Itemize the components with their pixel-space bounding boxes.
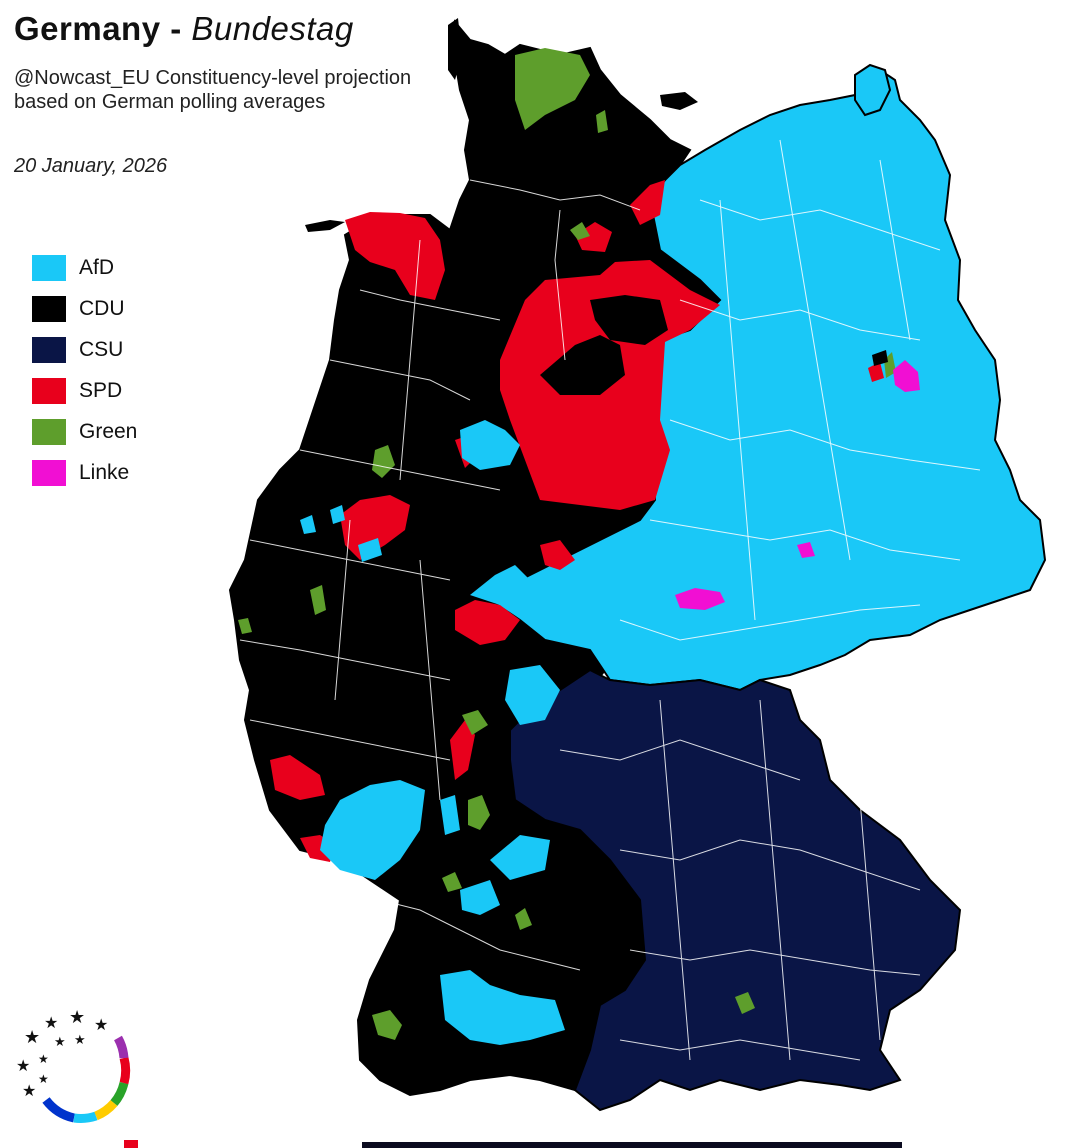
region-spd-berlin	[868, 362, 884, 382]
svg-text:★: ★	[24, 1027, 40, 1048]
legend-item-afd: AfD	[32, 247, 137, 288]
region-cdu-frisian-islands	[305, 220, 345, 232]
svg-text:★: ★	[44, 1013, 58, 1032]
map-title: Germany - Bundestag	[14, 10, 354, 48]
region-spd-east-frisia	[345, 212, 445, 300]
region-linke-berlin	[893, 360, 920, 392]
legend-swatch-cdu	[32, 295, 66, 322]
region-afd-stuttgart-n	[460, 880, 500, 915]
region-afd-ruhr-b	[330, 505, 345, 524]
region-afd-karlsruhe	[440, 795, 460, 835]
legend-label-linke: Linke	[79, 460, 130, 484]
legend-label-csu: CSU	[79, 337, 124, 361]
legend-label-cdu: CDU	[79, 296, 125, 320]
legend-item-csu: CSU	[32, 329, 137, 370]
legend-item-cdu: CDU	[32, 288, 137, 329]
region-cdu-berlin	[872, 350, 888, 366]
svg-text:★: ★	[94, 1015, 108, 1034]
region-green-munich	[735, 992, 755, 1014]
svg-text:★: ★	[54, 1035, 66, 1050]
region-green-freiburg	[372, 1010, 402, 1040]
title-main: Germany	[14, 10, 161, 47]
map-subtitle: @Nowcast_EU Constituency-level projectio…	[14, 67, 412, 113]
region-afd-hesse-north	[470, 565, 530, 605]
region-spd-saar	[270, 755, 325, 800]
legend-swatch-spd	[32, 377, 66, 404]
region-green-aachen	[238, 618, 252, 634]
eu-stars-ring-icon: ★ ★ ★ ★ ★ ★ ★ ★ ★ ★	[16, 1007, 131, 1123]
svg-text:★: ★	[22, 1081, 36, 1100]
region-green-muenster	[372, 445, 395, 478]
region-cdu-sylt	[448, 18, 462, 80]
region-spd-rhine	[450, 720, 475, 780]
region-spd-erfurt-w	[540, 540, 575, 570]
region-afd-fulda	[505, 665, 560, 725]
nowcast-logo: ★ ★ ★ ★ ★ ★ ★ ★ ★ ★	[14, 1007, 144, 1133]
title-separator: -	[160, 10, 192, 47]
legend: AfD CDU CSU SPD Green Linke	[32, 247, 137, 493]
legend-swatch-csu	[32, 336, 66, 363]
title-sub: Bundestag	[191, 10, 354, 47]
legend-swatch-afd	[32, 254, 66, 281]
region-cdu-north-lower-saxony	[590, 295, 668, 345]
region-spd-kassel	[455, 600, 520, 645]
legend-item-linke: Linke	[32, 452, 137, 493]
region-green-hamburg	[570, 222, 590, 240]
region-linke-halle	[797, 542, 815, 558]
region-afd-ruhr-c	[358, 538, 382, 562]
legend-label-spd: SPD	[79, 378, 123, 402]
region-spd-lubeck	[630, 180, 665, 225]
legend-item-green: Green	[32, 411, 137, 452]
legend-swatch-green	[32, 418, 66, 445]
region-afd-bielefeld	[460, 420, 520, 470]
svg-text:★: ★	[38, 1072, 49, 1086]
region-green-karlsruhe	[442, 872, 462, 892]
svg-text:★: ★	[38, 1052, 49, 1066]
region-afd-palatinate	[320, 780, 425, 880]
constituency-borders	[239, 139, 981, 1061]
svg-text:★: ★	[16, 1056, 30, 1075]
svg-text:★: ★	[74, 1033, 86, 1048]
region-afd-ruegen	[854, 63, 892, 117]
stars-icon: ★ ★ ★ ★ ★ ★ ★ ★ ★ ★	[16, 1007, 108, 1100]
region-linke-leipzig	[675, 588, 725, 610]
svg-text:★: ★	[69, 1008, 85, 1028]
legend-label-green: Green	[79, 419, 138, 443]
region-spd-ruhr	[340, 495, 410, 560]
footer-mark	[124, 1140, 138, 1148]
legend-label-afd: AfD	[79, 255, 115, 279]
region-green-stuttgart	[515, 908, 532, 930]
region-cdu-harz	[540, 335, 625, 395]
region-green-heidelberg	[468, 795, 490, 830]
map-date: 20 January, 2026	[14, 155, 168, 177]
footer-bar	[362, 1142, 902, 1148]
region-afd-heilbronn	[490, 835, 550, 880]
region-cdu-fehmarn	[660, 92, 698, 110]
region-afd-ruhr-a	[300, 515, 316, 534]
region-green-kiel	[596, 110, 608, 133]
legend-item-spd: SPD	[32, 370, 137, 411]
region-green-cologne	[310, 585, 326, 615]
legend-swatch-linke	[32, 459, 66, 486]
region-green-flensburg	[515, 48, 590, 130]
region-afd-bw-south	[440, 970, 565, 1045]
region-csu-bavaria	[509, 668, 962, 1112]
region-green-frankfurt	[462, 710, 488, 735]
